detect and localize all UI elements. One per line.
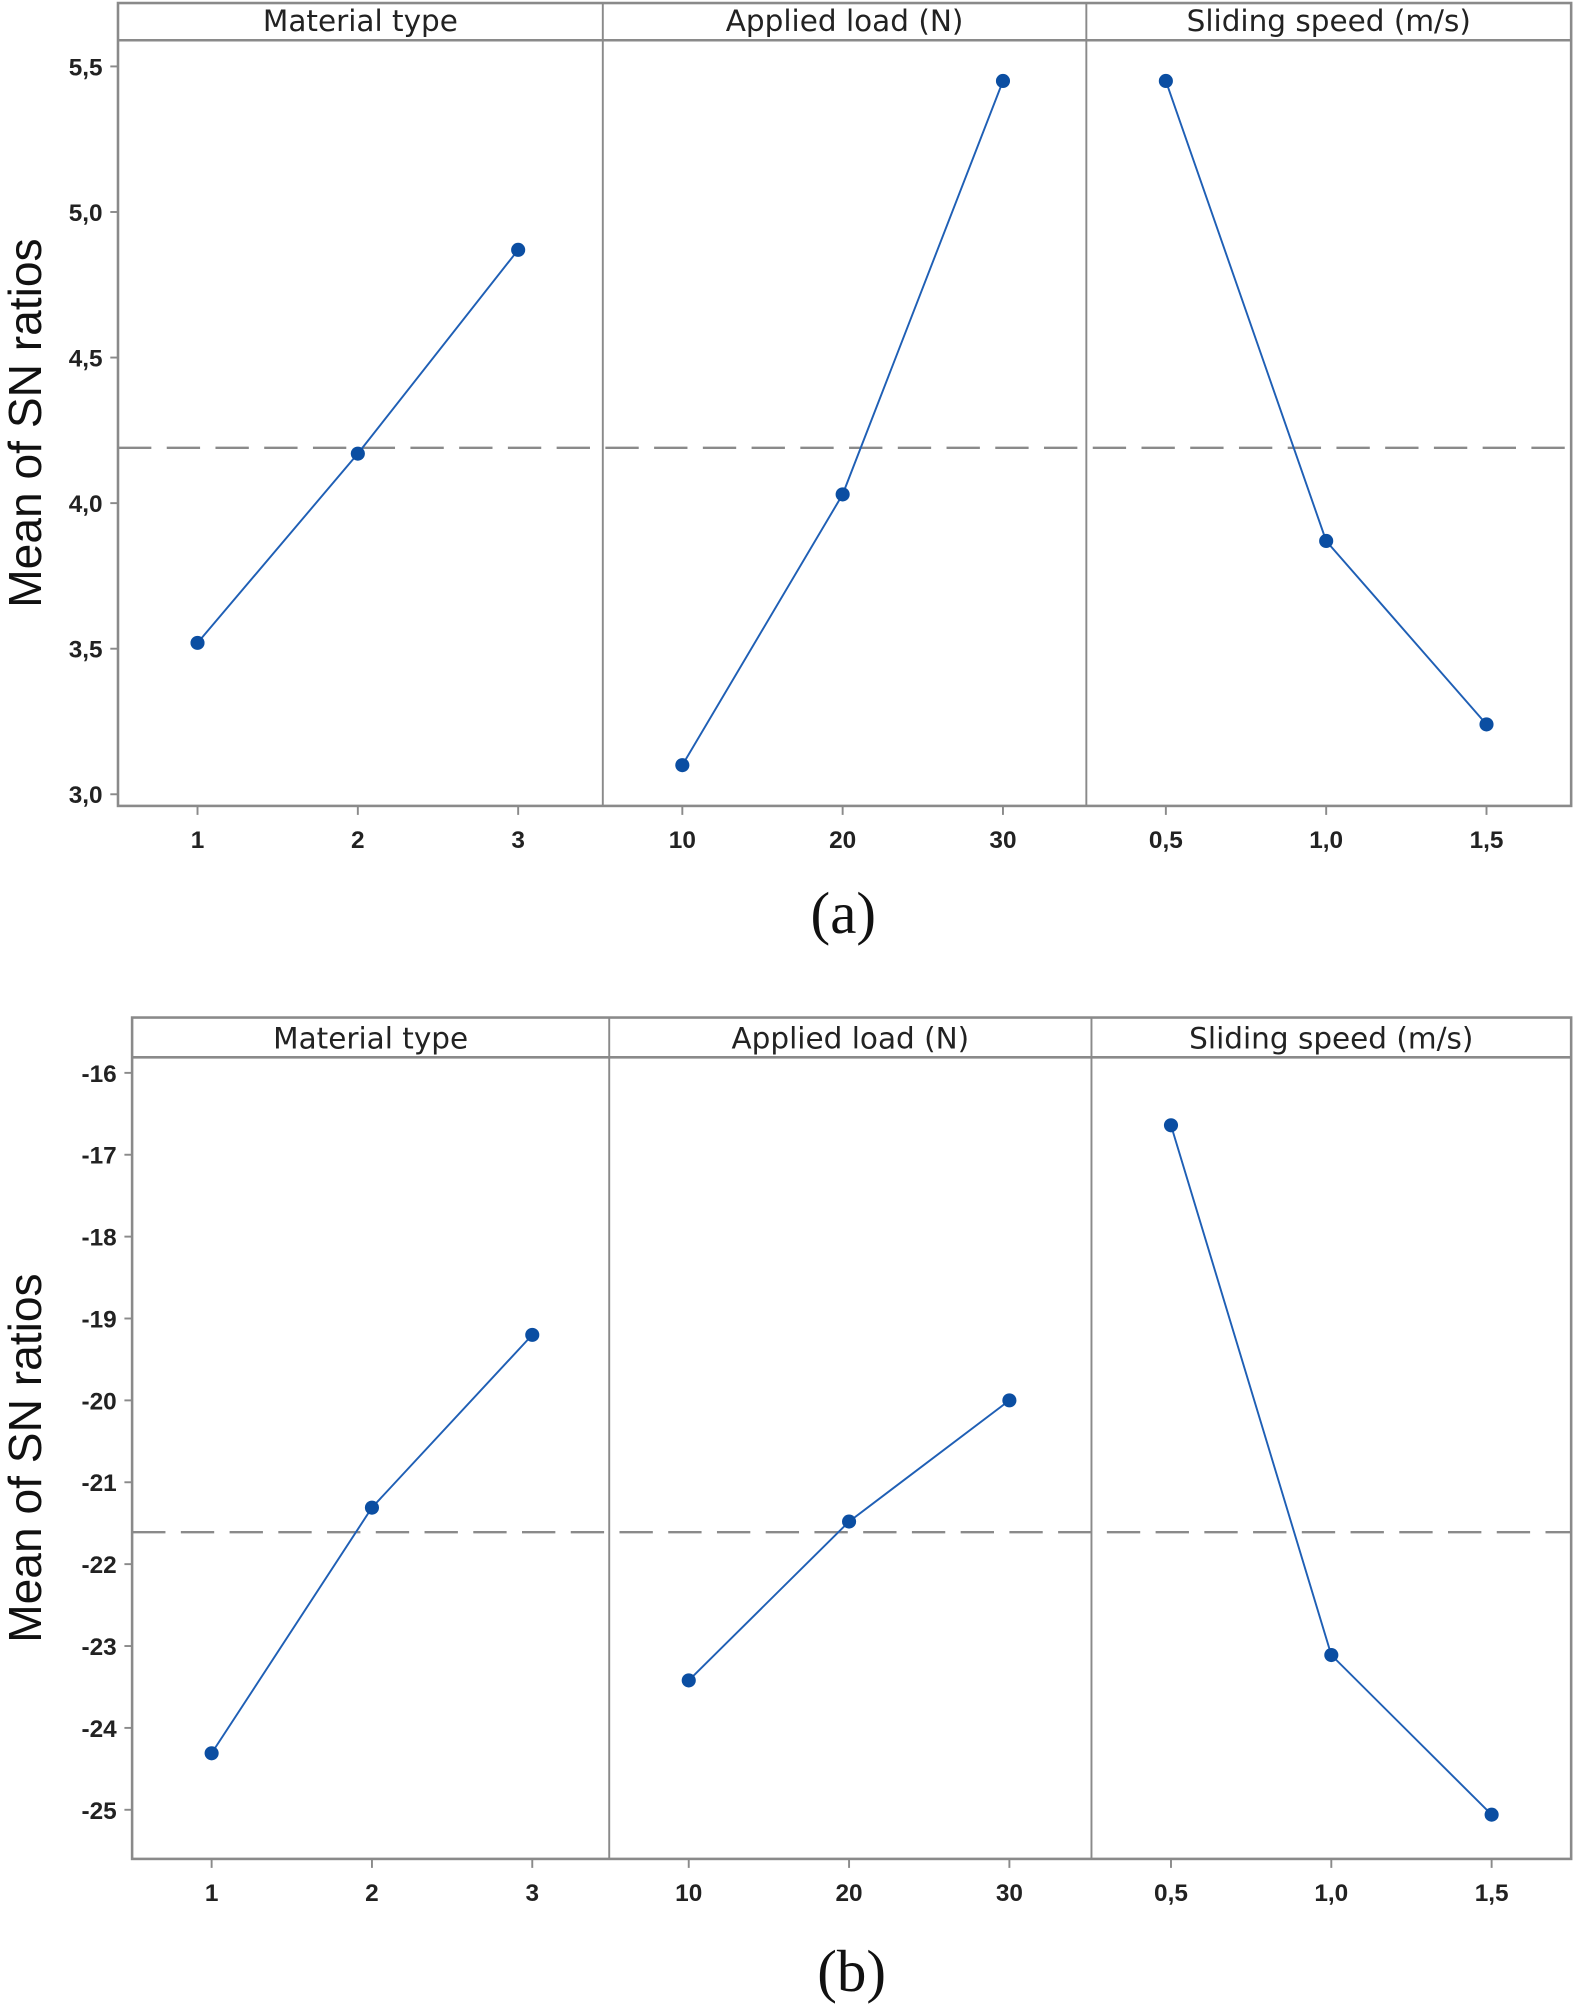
panel-applied-load-n: Applied load (N) 10 20 30 [675, 1021, 1023, 1907]
x-tick-label: 1,0 [1309, 827, 1343, 854]
y-tick-label: 4,5 [69, 346, 103, 373]
data-point [1158, 73, 1173, 89]
data-point [1002, 1393, 1017, 1408]
series-line [196, 249, 519, 644]
x-tick-label: 2 [351, 827, 365, 854]
y-tick-label: -23 [81, 1634, 116, 1661]
panel-title: Material type [273, 1021, 468, 1055]
y-tick-label: 5,5 [69, 54, 103, 81]
y-tick-label: -21 [81, 1470, 116, 1497]
panel-sliding-speed-m-s: Sliding speed (m/s) 0,5 1,0 1,5 [1154, 1021, 1509, 1907]
x-tick-label: 0,5 [1154, 1880, 1188, 1907]
panel-title: Sliding speed (m/s) [1187, 4, 1471, 38]
y-tick-label: -19 [81, 1306, 116, 1333]
series-line [1170, 1124, 1493, 1816]
series-line [1164, 80, 1488, 726]
x-tick-label: 1,5 [1475, 1880, 1509, 1907]
y-tick-label: -25 [81, 1798, 116, 1825]
data-point [364, 1500, 380, 1515]
y-tick-label: 5,0 [69, 200, 103, 227]
x-tick-label: 0,5 [1149, 827, 1183, 854]
y-axis-label: Mean of SN ratios [0, 238, 51, 607]
chart-a: 3,0 3,5 4,0 4,5 5,0 5,5 Mean of SN ratios Mater… [0, 1, 1573, 946]
data-point [1319, 533, 1334, 549]
figure-caption: (b) [817, 1938, 886, 2004]
y-tick-label: -20 [81, 1388, 116, 1415]
data-point [1479, 717, 1494, 732]
plot-frame [116, 1, 1573, 808]
x-tick-label: 1 [191, 827, 205, 854]
panel-title: Applied load (N) [732, 1021, 970, 1055]
x-tick-label: 20 [836, 1880, 863, 1907]
y-tick-label: -22 [81, 1552, 116, 1579]
data-point [995, 73, 1011, 89]
series-line [210, 1334, 533, 1754]
figure-caption: (a) [811, 880, 876, 946]
y-tick-label: -16 [81, 1061, 116, 1088]
data-point [675, 758, 690, 773]
data-point [511, 242, 526, 257]
data-point [835, 487, 850, 502]
series-line [688, 1399, 1010, 1682]
x-tick-label: 10 [675, 1880, 702, 1907]
x-tick-label: 10 [669, 827, 696, 854]
y-tick-label: 3,5 [69, 637, 103, 664]
x-tick-label: 1,5 [1470, 827, 1504, 854]
x-tick-label: 3 [525, 1880, 539, 1907]
panel-sliding-speed-m-s: Sliding speed (m/s) 0,5 1,0 1,5 [1149, 4, 1504, 854]
x-tick-label: 30 [996, 1880, 1023, 1907]
y-tick-label: -18 [81, 1225, 116, 1252]
data-point [1484, 1807, 1499, 1822]
panel-title: Material type [263, 4, 458, 38]
panel-applied-load-n: Applied load (N) 10 20 30 [669, 4, 1017, 854]
chart-b: -25 -24 -23 -22 -21 -20 -19 -18 -17 -16 Mean of SN… [0, 1016, 1573, 2004]
panel-material-type: Material type 1 2 3 [190, 4, 526, 854]
data-point [842, 1514, 857, 1529]
x-tick-label: 3 [511, 827, 525, 854]
y-tick-label: 3,0 [69, 782, 103, 809]
panel-title: Applied load (N) [726, 4, 964, 38]
data-point [204, 1746, 219, 1761]
y-tick-label: -24 [81, 1716, 117, 1743]
x-tick-label: 1 [205, 1880, 219, 1907]
series-line [681, 80, 1004, 766]
y-tick-label: 4,0 [69, 491, 103, 518]
data-point [1163, 1118, 1179, 1133]
x-tick-label: 1,0 [1314, 1880, 1348, 1907]
panel-title: Sliding speed (m/s) [1189, 1021, 1473, 1055]
data-point [681, 1673, 696, 1688]
x-tick-label: 20 [829, 827, 856, 854]
x-tick-label: 2 [365, 1880, 379, 1907]
data-point [1324, 1647, 1339, 1663]
x-tick-label: 30 [989, 827, 1016, 854]
plot-frame [130, 1016, 1573, 1861]
data-point [525, 1327, 540, 1342]
y-axis-label: Mean of SN ratios [0, 1273, 51, 1642]
y-tick-label: -17 [81, 1143, 116, 1170]
panel-material-type: Material type 1 2 3 [204, 1021, 540, 1907]
data-point [350, 446, 365, 461]
data-point [190, 635, 205, 650]
